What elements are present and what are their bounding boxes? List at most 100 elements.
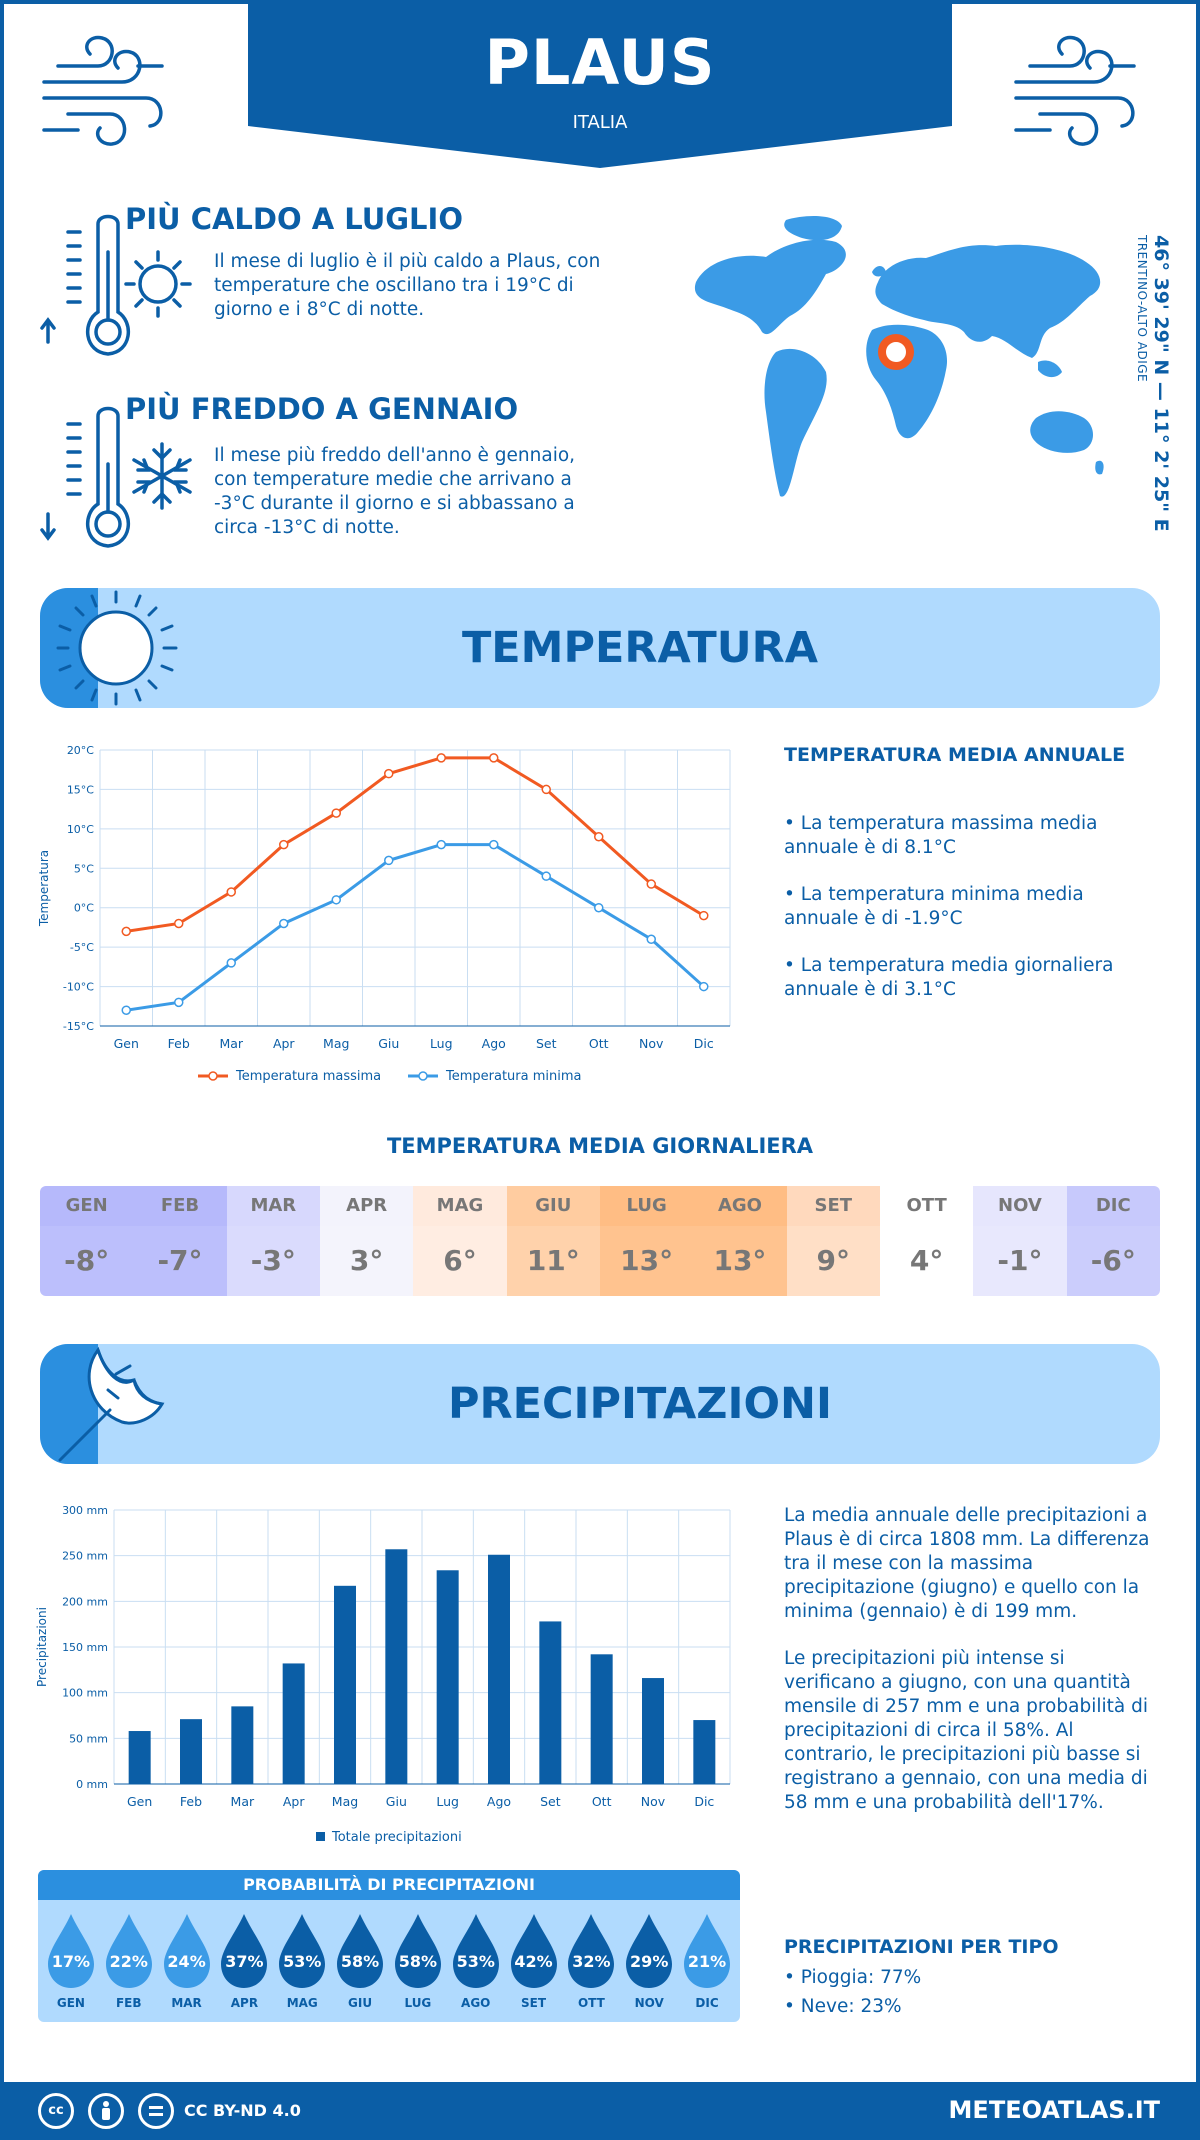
daily-temp-month: OTT [879, 1186, 974, 1226]
probability-month: OTT [577, 1996, 605, 2010]
daily-temp-month: NOV [973, 1186, 1067, 1226]
bar [590, 1654, 613, 1784]
probability-drop: 22% FEB [100, 1900, 158, 2022]
x-tick-label: Set [536, 1036, 557, 1051]
x-tick-label: Set [540, 1794, 561, 1809]
warmest-month-title: PIÙ CALDO A LUGLIO [125, 202, 463, 236]
probability-month: DIC [695, 1996, 719, 2010]
series-line [126, 756, 705, 933]
x-tick-label: Gen [127, 1794, 152, 1809]
raindrop-icon [105, 1914, 152, 1988]
data-point [331, 808, 341, 818]
x-tick-label: Giu [378, 1036, 399, 1051]
probability-month: SET [521, 1996, 547, 2010]
data-point [121, 926, 131, 937]
daily-temp-month: MAG [413, 1186, 507, 1226]
daily-temp-month: MAR [226, 1186, 320, 1226]
daily-temp-value: -8° [40, 1226, 134, 1296]
probability-month: MAR [171, 1996, 202, 2010]
daily-temp-title: TEMPERATURA MEDIA GIORNALIERA [386, 1134, 814, 1158]
series-line [126, 843, 705, 1012]
probability-drop: 21% DIC [678, 1900, 736, 2022]
y-tick-label: 5°C [74, 862, 94, 875]
probability-month: GEN [56, 1996, 85, 2010]
license-label[interactable]: CC BY-ND 4.0 [184, 2101, 301, 2120]
data-point [121, 1005, 131, 1015]
annual-temp-bullet: • La temperatura media giornaliera annua… [784, 955, 1114, 1000]
legend-marker [418, 1071, 428, 1081]
data-point [174, 997, 184, 1008]
bar [180, 1719, 202, 1784]
precip-probability-panel: PROBABILITÀ DI PRECIPITAZIONI 17% GEN 22% F… [38, 1870, 740, 2022]
raindrop-icon [163, 1914, 210, 1988]
probability-value: 53% [456, 1952, 495, 1971]
no-derivatives-icon[interactable] [138, 2093, 174, 2129]
daily-temp-column: GIU 11° [506, 1186, 600, 1296]
probability-drop: 37% APR [215, 1900, 273, 2022]
x-tick-label: Feb [180, 1794, 202, 1809]
data-point [646, 934, 656, 945]
data-point [331, 895, 341, 905]
raindrop-icon [279, 1914, 326, 1988]
probability-value: 21% [687, 1952, 727, 1971]
annual-temp-bullet: • La temperatura minima media annuale è … [784, 884, 1084, 929]
x-tick-label: Dic [694, 1036, 714, 1051]
daily-temp-column: LUG 13° [599, 1186, 694, 1296]
data-point [541, 871, 551, 881]
probability-month: LUG [404, 1996, 432, 2010]
data-point [226, 887, 236, 897]
legend-label: Temperatura minima [445, 1069, 582, 1084]
site-link[interactable]: METEOATLAS.IT [948, 2096, 1160, 2124]
probability-value: 22% [109, 1952, 148, 1971]
raindrop-icon [337, 1914, 384, 1988]
region-label: TRENTINO-ALTO ADIGE [1135, 235, 1149, 383]
bar [334, 1585, 356, 1784]
daily-temp-value: 11° [506, 1226, 600, 1296]
x-tick-label: Ott [592, 1794, 612, 1809]
data-point [279, 839, 289, 850]
daily-temp-value: 9° [786, 1226, 880, 1296]
y-tick-label: 200 mm [62, 1595, 108, 1608]
temperature-chart: -15°C -10°C -5°C 0°C 5°C 10°C 15°C 20°C Gen Feb Ma… [37, 744, 731, 1084]
x-tick-label: Ago [487, 1794, 511, 1809]
x-tick-label: Nov [641, 1794, 666, 1809]
bar [436, 1570, 459, 1784]
daily-temp-value: 4° [879, 1226, 974, 1296]
world-map [666, 212, 1126, 516]
bar [539, 1621, 562, 1784]
bar [693, 1720, 716, 1784]
daily-temp-column: GEN -8° [40, 1186, 134, 1296]
footer [0, 2082, 1200, 2140]
raindrop-icon [510, 1914, 557, 1988]
coordinates: 46° 39' 29" N — 11° 2' 25" E [1150, 235, 1172, 532]
probability-month: NOV [634, 1996, 664, 2010]
daily-temp-column: FEB -7° [133, 1186, 227, 1296]
umbrella-icon [50, 1344, 180, 1464]
daily-temp-month: DIC [1066, 1186, 1160, 1226]
precipitation-chart: 0 mm 50 mm 100 mm 150 mm 200 mm 250 mm 300 mm G… [35, 1504, 731, 1845]
daily-temperature-table: GEN -8° FEB -7° MAR -3° APR 3° MAG 6° GIU 11° LUG 13°… [40, 1186, 1160, 1296]
cc-icon[interactable]: cc [38, 2093, 74, 2129]
y-tick-label: 50 mm [69, 1732, 108, 1745]
data-point [699, 981, 709, 992]
daily-temp-month: SET [786, 1186, 880, 1226]
raindrop-icon [221, 1914, 268, 1988]
daily-temp-value: -1° [973, 1226, 1067, 1296]
precipitation-banner: PRECIPITAZIONI [40, 1344, 1160, 1464]
y-tick-label: 250 mm [62, 1550, 108, 1563]
y-axis-label: Temperatura [37, 850, 51, 927]
precip-summary: La media annuale delle precipitazioni a … [784, 1505, 1150, 1622]
raindrop-icon [48, 1914, 94, 1988]
daily-temp-value: -7° [133, 1226, 227, 1296]
legend-swatch [316, 1832, 325, 1841]
probability-value: 42% [514, 1952, 553, 1971]
daily-temp-month: GEN [40, 1186, 134, 1226]
probability-value: 37% [225, 1952, 264, 1971]
daily-temp-value: -3° [226, 1226, 320, 1296]
probability-value: 58% [398, 1952, 438, 1971]
data-point [279, 918, 289, 929]
city-title: PLAUS [484, 26, 716, 99]
daily-temp-column: SET 9° [786, 1186, 880, 1296]
precip-type-snow: • Neve: 23% [784, 1996, 902, 2017]
attribution-icon[interactable] [88, 2093, 124, 2129]
